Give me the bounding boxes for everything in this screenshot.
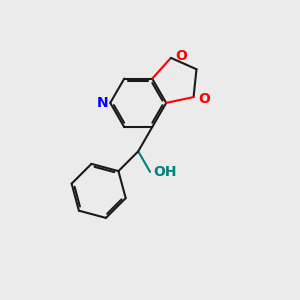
Text: O: O	[198, 92, 210, 106]
Text: N: N	[96, 96, 108, 110]
Text: O: O	[175, 50, 187, 63]
Text: OH: OH	[153, 165, 177, 179]
